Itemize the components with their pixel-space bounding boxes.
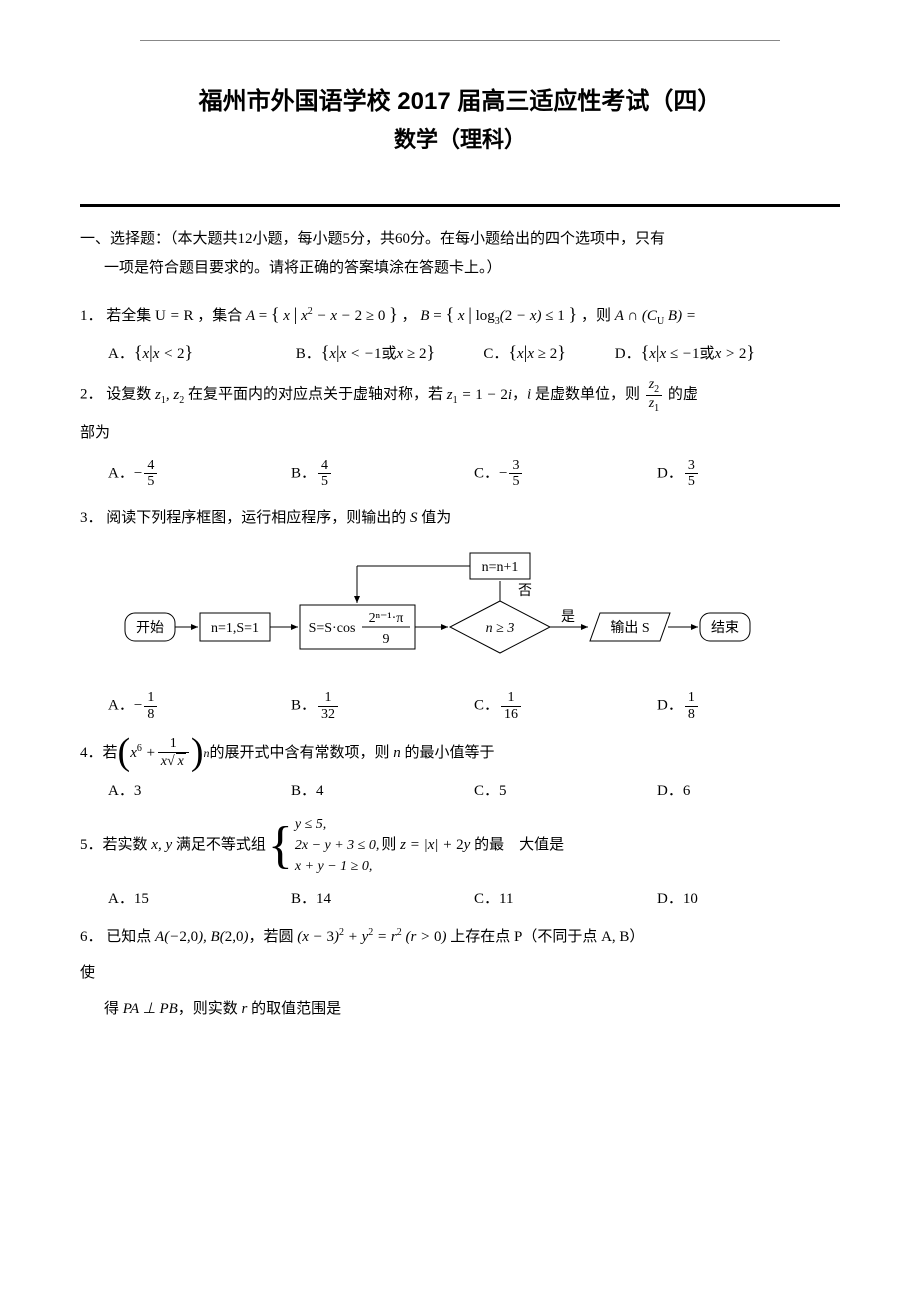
q1-setA: A = { x | x2 − x − 2 ≥ 0 } [246,308,398,324]
q2-stem3: 部为 [80,425,110,441]
q2-frac: z2 z1 [646,377,662,414]
q4-expr: ( x6 + 1x√x ) [118,736,204,769]
q3-stem: 阅读下列程序框图，运行相应程序，则输出的 S 值为 [106,510,451,526]
q3-optB: B．132 [291,690,474,722]
flow-calc-num: 2ⁿ⁻¹·π [369,611,404,626]
section1-heading: 一、选择题：（本大题共12小题，每小题5分，共60分。在每小题给出的四个选项中，… [80,225,840,282]
q4-pre: 若 [103,738,118,768]
q1-target: A ∩ (CU B) = [615,308,696,324]
q5-optB: B．14 [291,887,474,908]
q1: 1． 若全集 U = R ，集合 A = { x | x2 − x − 2 ≥ … [80,296,840,332]
q3-num: 3． [80,510,103,526]
title-main: 福州市外国语学校 2017 届高三适应性考试（四） [80,81,840,116]
q2-optC: C．−35 [474,458,657,490]
q2-stem1: 设复数 z1, z2 在复平面内的对应点关于虚轴对称，若 z1 = 1 − 2i… [106,387,643,403]
q6-stem1: 已知点 A(−2,0), B(2,0)，若圆 (x − 3)2 + y2 = r… [106,929,644,945]
flow-start: 开始 [136,620,164,636]
flow-out: 输出 S [610,620,649,636]
section1-line2: 一项是符合题目要求的。请将正确的答案填涂在答题卡上。） [80,254,840,283]
q2-optD: D．35 [657,458,840,490]
q1-optA: A．{x|x < 2} [108,342,296,363]
q5-optD: D．10 [657,887,840,908]
section1-line1: 一、选择题：（本大题共12小题，每小题5分，共60分。在每小题给出的四个选项中，… [80,225,840,254]
q3-flowchart: 开始 n=1,S=1 S=S·cos 2ⁿ⁻¹·π 9 n ≥ 3 是 输出 S [120,543,840,678]
q6-line3: 得 PA ⊥ PB，则实数 r 的取值范围是 [80,994,840,1024]
flowchart-svg: 开始 n=1,S=1 S=S·cos 2ⁿ⁻¹·π 9 n ≥ 3 是 输出 S [120,543,760,673]
q4-optA: A．3 [108,779,291,800]
q1-mid1: ，集合 [197,308,246,324]
q6-stem2: 使 [80,965,95,981]
q1-num: 1． [80,308,103,324]
q2-optB: B．45 [291,458,474,490]
q3-optD: D．18 [657,690,840,722]
q5-options: A．15 B．14 C．11 D．10 [108,887,840,908]
q5-sys2: 2x − y + 3 ≤ 0, [295,835,380,856]
q6-num: 6． [80,929,103,945]
flow-cond: n ≥ 3 [486,621,515,636]
q5-system: { y ≤ 5, 2x − y + 3 ≤ 0, x + y − 1 ≥ 0, [268,814,380,877]
q4-optC: C．5 [474,779,657,800]
q1-end-text: ，则 [581,308,615,324]
q6-line2: 使 [80,958,840,988]
q2: 2． 设复数 z1, z2 在复平面内的对应点关于虚轴对称，若 z1 = 1 −… [80,377,840,414]
q3-optC: C．116 [474,690,657,722]
q1-optC: C．{x|x ≥ 2} [483,342,614,363]
q5-mid: 则 z = |x| + 2y 的最 大值是 [381,830,564,860]
flow-calc-lhs: S=S·cos [309,621,356,636]
exam-page: 福州市外国语学校 2017 届高三适应性考试（四） 数学（理科） 一、选择题：（… [0,0,920,1094]
q1-U: U = R [155,308,193,324]
title-sub: 数学（理科） [80,122,840,154]
flow-init: n=1,S=1 [211,621,259,636]
flow-no: 否 [518,584,532,599]
q3: 3． 阅读下列程序框图，运行相应程序，则输出的 S 值为 [80,503,840,533]
thick-rule [80,204,840,207]
top-rule [140,40,780,41]
q4-optD: D．6 [657,779,840,800]
q1-comma: ， [402,308,417,324]
q3-options: A．−18 B．132 C．116 D．18 [108,690,840,722]
q5-pre: 若实数 x, y 满足不等式组 [103,830,266,860]
q2-optA: A．−45 [108,458,291,490]
q5-sys3: x + y − 1 ≥ 0, [295,856,380,877]
q4-optB: B．4 [291,779,474,800]
flow-yes: 是 [561,610,575,625]
q1-optD: D．{x|x ≤ −1或x > 2} [615,342,840,363]
q5: 5． 若实数 x, y 满足不等式组 { y ≤ 5, 2x − y + 3 ≤… [80,814,840,877]
q5-optC: C．11 [474,887,657,908]
q2-num: 2． [80,387,103,403]
q1-pre: 若全集 [106,308,155,324]
q1-optB: B．{x|x < −1或x ≥ 2} [296,342,484,363]
q5-optA: A．15 [108,887,291,908]
q2-stem2: 的虚 [668,387,698,403]
q6-stem3: 得 PA ⊥ PB，则实数 r 的取值范围是 [104,1001,341,1017]
flow-end: 结束 [711,620,739,636]
q5-num: 5． [80,830,103,860]
q4-num: 4． [80,738,103,768]
q2-cont: 部为 [80,418,840,448]
q3-optA: A．−18 [108,690,291,722]
q4: 4． 若 ( x6 + 1x√x ) n 的展开式中含有常数项，则 n 的最小值… [80,736,840,769]
q1-options: A．{x|x < 2} B．{x|x < −1或x ≥ 2} C．{x|x ≥ … [108,342,840,363]
q2-options: A．−45 B．45 C．−35 D．35 [108,458,840,490]
q4-options: A．3 B．4 C．5 D．6 [108,779,840,800]
q6: 6． 已知点 A(−2,0), B(2,0)，若圆 (x − 3)2 + y2 … [80,922,840,952]
flow-inc: n=n+1 [482,560,519,575]
q5-sys1: y ≤ 5, [295,814,380,835]
q4-post: 的展开式中含有常数项，则 n 的最小值等于 [210,738,495,768]
q1-setB: B = { x | log3(2 − x) ≤ 1 } [420,308,577,324]
flow-calc-den: 9 [383,632,390,647]
